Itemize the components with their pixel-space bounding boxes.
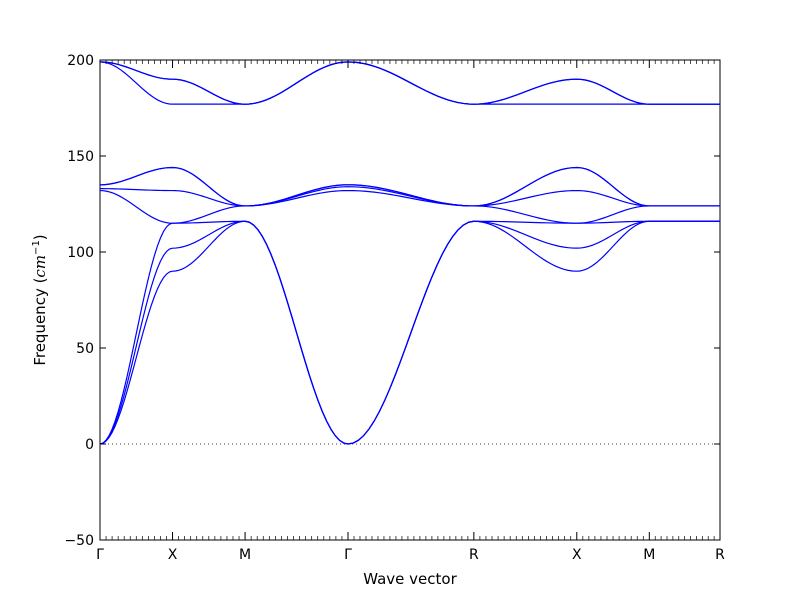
y-tick-label: 50 [76,341,94,357]
x-minor-ticks [105,60,715,540]
x-tick-label: Γ [344,547,352,563]
x-tick-label: Γ [96,547,104,563]
x-tick-label: X [168,547,178,563]
band-7 [99,166,720,207]
x-tick-label: M [643,547,655,563]
y-tick-label: 0 [85,437,94,453]
x-tick-label: R [715,547,725,563]
x-tick-label: M [239,547,251,563]
x-tick-label: X [572,547,582,563]
y-axis-ticks: −50 0 50 100 150 200 [64,53,720,549]
band-3 [99,220,720,445]
band-1 [99,220,720,445]
band-6 [99,166,720,207]
y-axis-label: Frequency (cm−1) [31,234,49,365]
y-tick-label: 200 [67,53,94,69]
band-2 [99,220,720,445]
band-lines [99,61,720,445]
y-tick-label: 100 [67,245,94,261]
plot-area: −50 0 50 100 150 200 Γ X M Γ R X M R [64,53,725,563]
x-axis-label: Wave vector [363,570,457,588]
band-10 [99,61,720,105]
band-4 [99,189,720,224]
band-5 [99,186,720,207]
x-tick-label: R [469,547,479,563]
plot-frame [99,59,721,541]
y-tick-label: −50 [64,533,94,549]
y-tick-label: 150 [67,149,94,165]
